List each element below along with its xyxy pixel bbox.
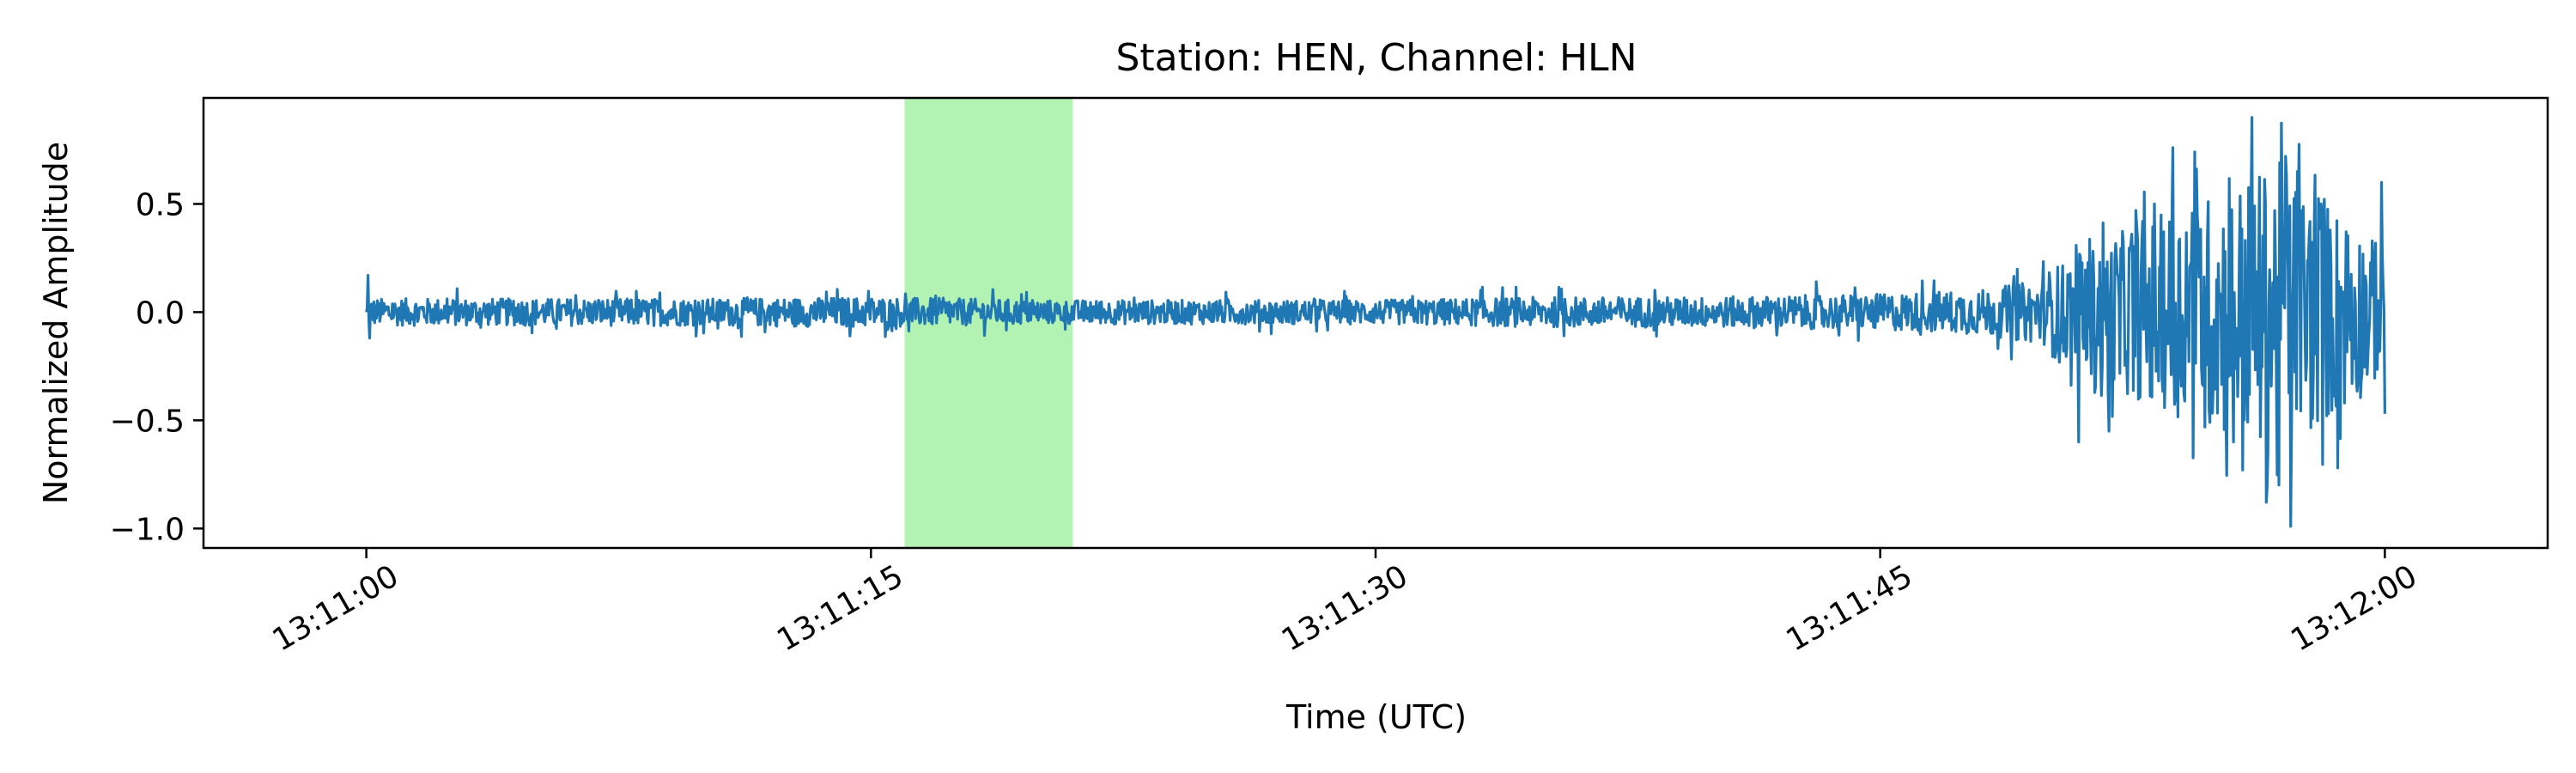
x-tick-label: 13:11:15 [771, 558, 909, 658]
y-tick-label: −1.0 [110, 512, 185, 547]
waveform-series [365, 116, 2386, 528]
x-axis-label: Time (UTC) [1285, 698, 1467, 736]
x-tick-label: 13:12:00 [2285, 558, 2423, 658]
x-tick-label: 13:11:30 [1276, 558, 1414, 658]
y-tick-label: −0.5 [110, 404, 185, 439]
chart-title: Station: HEN, Channel: HLN [1116, 36, 1637, 80]
y-axis-label: Normalized Amplitude [37, 142, 75, 504]
y-tick-label: 0.0 [136, 295, 185, 331]
y-tick-label: 0.5 [136, 187, 185, 222]
x-tick-label: 13:11:00 [267, 558, 405, 658]
x-tick-label: 13:11:45 [1781, 558, 1919, 658]
